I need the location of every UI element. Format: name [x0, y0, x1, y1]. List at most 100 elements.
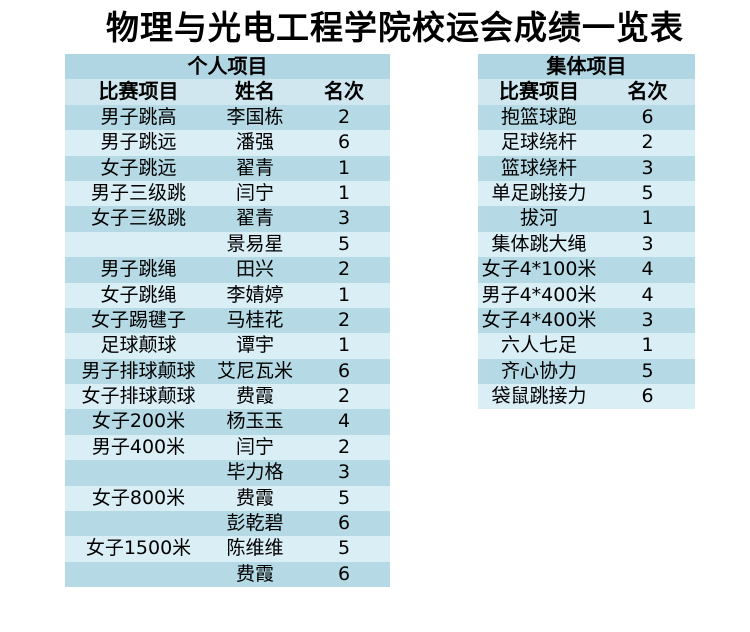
rank-cell: 1: [337, 181, 351, 204]
rank-cell: 2: [641, 131, 654, 154]
event-cell: 女子800米: [91, 486, 186, 509]
name-cell: 谭宇: [235, 334, 274, 357]
event-cell: 抱篮球跑: [500, 105, 577, 128]
rank-cell: 2: [337, 385, 351, 408]
page-title: 物理与光电工程学院校运会成绩一览表: [106, 8, 684, 47]
rank-cell: 6: [641, 385, 654, 408]
name-cell: 潘强: [235, 131, 274, 154]
rank-cell: 1: [641, 334, 654, 357]
name-cell: 费霞: [235, 385, 274, 408]
individual-rows-body: 男子跳高 李国栋 2 男子跳远 潘强 6 女子跳远 翟青 1 男子三级跳 闫宁 1 女子三级跳 翟青 3 景易…: [65, 104, 390, 588]
table-row: 女子800米 费霞 5: [65, 485, 390, 512]
name-cell: 彭乾碧: [226, 512, 284, 535]
event-cell: 女子4*400米: [481, 308, 597, 331]
rank-cell: 5: [337, 537, 351, 560]
rank-cell: 3: [641, 232, 654, 255]
rank-cell: 5: [641, 181, 654, 204]
rank-cell: 3: [337, 461, 351, 484]
rank-cell: 2: [337, 105, 351, 128]
table-row: 男子跳绳 田兴 2: [65, 257, 390, 283]
column-header-rank: 名次: [324, 79, 364, 104]
column-header-name: 姓名: [235, 79, 275, 104]
rank-cell: 3: [641, 308, 654, 331]
event-cell: [65, 511, 212, 536]
event-cell: 男子跳绳: [100, 258, 177, 281]
event-cell: 男子排球颠球: [81, 359, 196, 382]
table-row: 男子4*400米 4: [478, 282, 695, 308]
rank-cell: 4: [641, 258, 654, 281]
team-section-header-row: 集体项目: [478, 54, 695, 80]
rank-cell: 4: [337, 410, 351, 433]
name-cell: 闫宁: [235, 435, 274, 458]
table-row: 男子跳高 李国栋 2: [65, 104, 390, 131]
rank-cell: 2: [337, 308, 351, 331]
table-row: 女子跳远 翟青 1: [65, 155, 390, 181]
event-cell: 足球绕杆: [500, 131, 577, 154]
rank-cell: 5: [337, 232, 351, 255]
table-row: 景易星 5: [65, 231, 390, 258]
event-cell: 女子1500米: [85, 537, 192, 560]
rank-cell: 2: [337, 258, 351, 281]
event-cell: 女子跳远: [100, 156, 177, 179]
individual-section-header-row: 个人项目: [65, 54, 390, 80]
rank-cell: 3: [337, 207, 351, 230]
team-events-table: 集体项目 比赛项目 名次 抱篮球跑 6 足球绕杆 2 篮球绕杆 3 单足跳接力 5 拔河 1 集体跳…: [478, 54, 695, 410]
table-row: 集体跳大绳 3: [478, 231, 695, 258]
event-cell: 女子排球颠球: [81, 385, 196, 408]
table-row: 六人七足 1: [478, 333, 695, 359]
event-cell: 男子跳远: [100, 131, 177, 154]
event-cell: 篮球绕杆: [500, 156, 577, 179]
name-cell: 杨玉玉: [226, 410, 284, 433]
table-row: 彭乾碧 6: [65, 511, 390, 537]
column-header-rank: 名次: [627, 79, 668, 104]
event-cell: 足球颠球: [100, 334, 177, 357]
table-row: 男子三级跳 闫宁 1: [65, 180, 390, 207]
table-row: 袋鼠跳接力 6: [478, 384, 695, 410]
rank-cell: 6: [337, 131, 351, 154]
name-cell: 费霞: [235, 562, 274, 585]
name-cell: 李国栋: [226, 105, 284, 128]
rank-cell: 5: [641, 359, 654, 382]
table-row: 女子跳绳 李婧婷 1: [65, 282, 390, 308]
team-column-header-row: 比赛项目 名次: [478, 79, 695, 105]
table-row: 单足跳接力 5: [478, 180, 695, 207]
event-cell: 男子跳高: [100, 105, 177, 128]
event-cell: 女子跳绳: [100, 283, 177, 306]
table-row: 抱篮球跑 6: [478, 104, 695, 131]
name-cell: 闫宁: [235, 181, 274, 204]
rank-cell: 4: [641, 283, 654, 306]
table-row: 女子200米 杨玉玉 4: [65, 409, 390, 435]
event-cell: 男子4*400米: [481, 283, 597, 306]
rank-cell: 1: [337, 156, 351, 179]
event-cell: 袋鼠跳接力: [491, 385, 587, 408]
table-row: 女子踢毽子 马桂花 2: [65, 307, 390, 334]
team-rows-body: 抱篮球跑 6 足球绕杆 2 篮球绕杆 3 单足跳接力 5 拔河 1 集体跳大绳 3 女子4*100米 4 男…: [478, 104, 695, 410]
table-row: 篮球绕杆 3: [478, 155, 695, 181]
table-row: 女子排球颠球 费霞 2: [65, 384, 390, 410]
event-cell: 女子4*100米: [481, 258, 597, 281]
event-cell: 男子400米: [91, 435, 186, 458]
rank-cell: 1: [337, 334, 351, 357]
table-row: 足球绕杆 2: [478, 130, 695, 156]
rank-cell: 6: [337, 512, 351, 535]
event-cell: 女子踢毽子: [90, 308, 186, 331]
name-cell: 毕力格: [226, 461, 284, 484]
table-row: 女子三级跳 翟青 3: [65, 206, 390, 232]
table-row: 男子排球颠球 艾尼瓦米 6: [65, 358, 390, 385]
rank-cell: 6: [641, 105, 654, 128]
event-cell: 六人七足: [500, 334, 577, 357]
table-row: 女子1500米 陈维维 5: [65, 536, 390, 562]
table-row: 齐心协力 5: [478, 358, 695, 385]
table-row: 拔河 1: [478, 206, 695, 232]
name-cell: 景易星: [226, 232, 284, 255]
table-row: 费霞 6: [65, 561, 390, 588]
rank-cell: 2: [337, 435, 351, 458]
individual-events-table: 个人项目 比赛项目 姓名 名次 男子跳高 李国栋 2 男子跳远 潘强 6 女子跳远 翟青 1 男子…: [65, 54, 390, 588]
event-cell: 女子200米: [91, 410, 186, 433]
event-cell: [65, 562, 212, 587]
name-cell: 田兴: [235, 258, 274, 281]
name-cell: 陈维维: [226, 537, 284, 560]
event-cell: [65, 460, 212, 485]
event-cell: [65, 232, 212, 257]
rank-cell: 6: [337, 562, 351, 585]
